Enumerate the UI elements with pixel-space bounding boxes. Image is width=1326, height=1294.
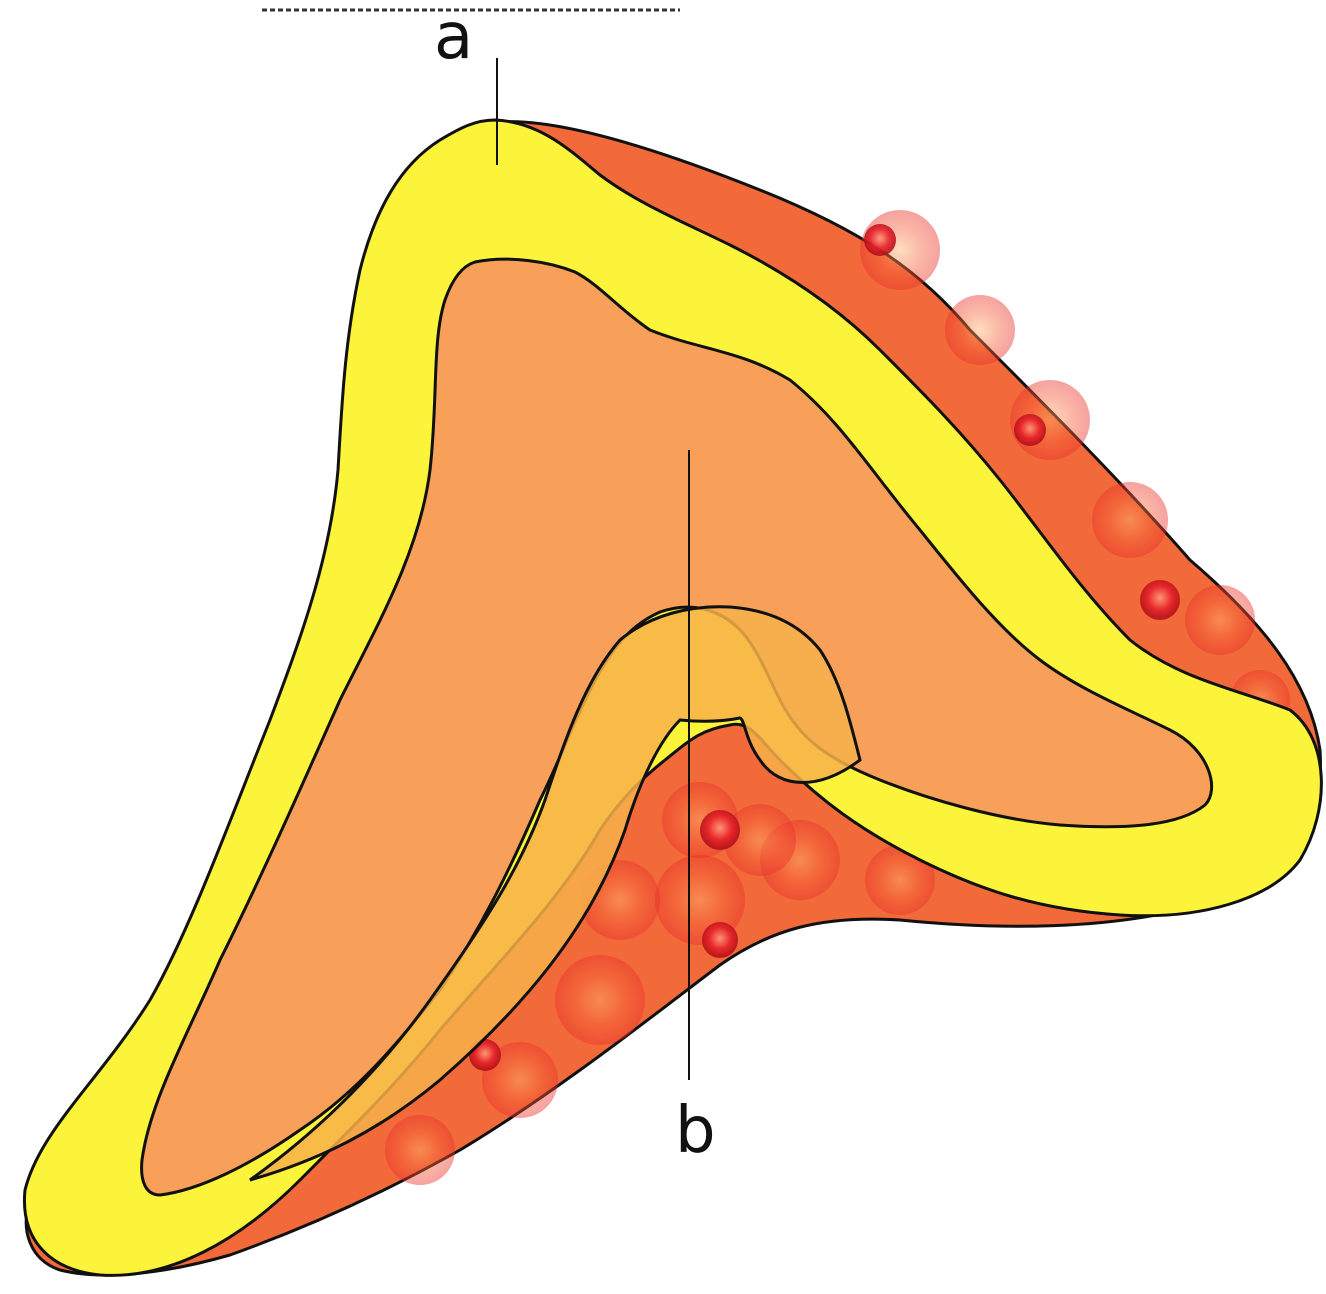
inner-fold [249,605,862,1182]
cell [1092,482,1168,558]
cell [724,804,796,876]
cell [1185,585,1255,655]
cell [385,1115,455,1185]
inner-tissue-region-b [140,257,1214,1197]
label-a: a [434,0,473,74]
cell [865,845,935,915]
cell [555,955,645,1045]
cell [945,295,1015,365]
label-b: b [675,1094,716,1168]
cell-nucleus [700,810,740,850]
cell-nucleus [864,224,896,256]
cell-nucleus [1014,414,1046,446]
cell-nucleus [1140,580,1180,620]
cell [482,1042,558,1118]
cell-nucleus [702,922,738,958]
